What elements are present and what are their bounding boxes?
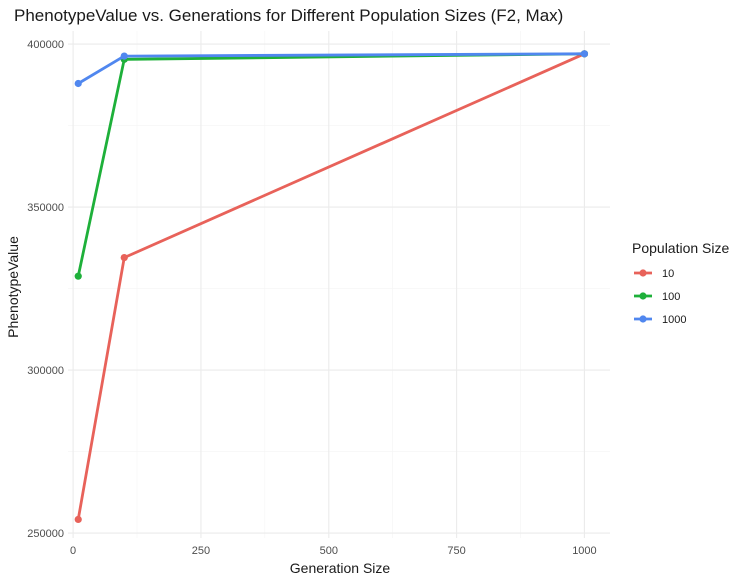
y-tick-label: 400000 bbox=[27, 39, 64, 51]
series-line-10 bbox=[76, 52, 586, 520]
legend-label: 10 bbox=[662, 268, 674, 280]
series-1000 bbox=[74, 50, 589, 88]
data-point-100 bbox=[74, 272, 82, 280]
data-point-1000 bbox=[580, 50, 589, 58]
data-point-1000 bbox=[74, 79, 82, 88]
legend-label: 100 bbox=[662, 291, 680, 303]
series-layer bbox=[74, 50, 589, 524]
legend: Population Size 10 100 1000 bbox=[632, 240, 730, 326]
legend-item-10: 10 bbox=[634, 268, 674, 280]
x-tick-label: 500 bbox=[320, 545, 338, 557]
legend-key-point bbox=[639, 315, 647, 323]
y-axis-title: PhenotypeValue bbox=[5, 236, 21, 338]
x-tick-label: 750 bbox=[447, 545, 465, 557]
data-point-10 bbox=[74, 515, 82, 524]
legend-key-point bbox=[639, 292, 647, 300]
legend-item-100: 100 bbox=[634, 291, 680, 303]
y-tick-label: 300000 bbox=[27, 365, 64, 377]
data-point-10 bbox=[120, 254, 128, 262]
x-tick-label: 1000 bbox=[572, 545, 596, 557]
x-axis-title: Generation Size bbox=[290, 560, 391, 576]
legend-key-point bbox=[639, 269, 647, 277]
grid bbox=[68, 31, 610, 538]
x-tick-label: 0 bbox=[70, 545, 76, 557]
legend-item-1000: 1000 bbox=[634, 314, 686, 326]
series-10 bbox=[74, 50, 589, 524]
y-axis-ticks: 250000 300000 350000 400000 bbox=[27, 39, 64, 540]
chart-title: PhenotypeValue vs. Generations for Diffe… bbox=[14, 6, 563, 25]
data-point-1000 bbox=[120, 52, 128, 60]
x-tick-label: 250 bbox=[192, 545, 210, 557]
legend-title: Population Size bbox=[632, 240, 730, 256]
y-tick-label: 350000 bbox=[27, 202, 64, 214]
legend-label: 1000 bbox=[662, 314, 686, 326]
y-tick-label: 250000 bbox=[27, 528, 64, 540]
x-axis-ticks: 0 250 500 750 1000 bbox=[70, 545, 597, 557]
